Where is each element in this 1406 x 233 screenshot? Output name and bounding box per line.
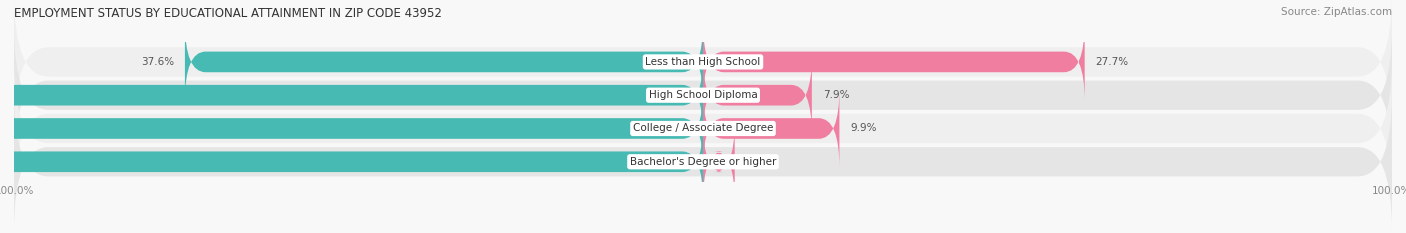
FancyBboxPatch shape bbox=[14, 93, 1392, 230]
FancyBboxPatch shape bbox=[14, 60, 1392, 197]
Text: 27.7%: 27.7% bbox=[1095, 57, 1129, 67]
Text: 2.3%: 2.3% bbox=[745, 157, 772, 167]
FancyBboxPatch shape bbox=[0, 122, 703, 201]
Text: Source: ZipAtlas.com: Source: ZipAtlas.com bbox=[1281, 7, 1392, 17]
FancyBboxPatch shape bbox=[14, 0, 1392, 130]
Text: Less than High School: Less than High School bbox=[645, 57, 761, 67]
Text: 7.9%: 7.9% bbox=[823, 90, 849, 100]
FancyBboxPatch shape bbox=[703, 56, 811, 135]
FancyBboxPatch shape bbox=[703, 22, 1084, 102]
Text: 9.9%: 9.9% bbox=[851, 123, 877, 134]
FancyBboxPatch shape bbox=[703, 122, 735, 201]
FancyBboxPatch shape bbox=[0, 89, 703, 168]
FancyBboxPatch shape bbox=[0, 56, 703, 135]
FancyBboxPatch shape bbox=[14, 27, 1392, 164]
FancyBboxPatch shape bbox=[703, 89, 839, 168]
Legend: In Labor Force, Unemployed: In Labor Force, Unemployed bbox=[609, 231, 797, 233]
Text: Bachelor's Degree or higher: Bachelor's Degree or higher bbox=[630, 157, 776, 167]
Text: College / Associate Degree: College / Associate Degree bbox=[633, 123, 773, 134]
Text: 37.6%: 37.6% bbox=[141, 57, 174, 67]
Text: High School Diploma: High School Diploma bbox=[648, 90, 758, 100]
FancyBboxPatch shape bbox=[186, 22, 703, 102]
Text: EMPLOYMENT STATUS BY EDUCATIONAL ATTAINMENT IN ZIP CODE 43952: EMPLOYMENT STATUS BY EDUCATIONAL ATTAINM… bbox=[14, 7, 441, 20]
